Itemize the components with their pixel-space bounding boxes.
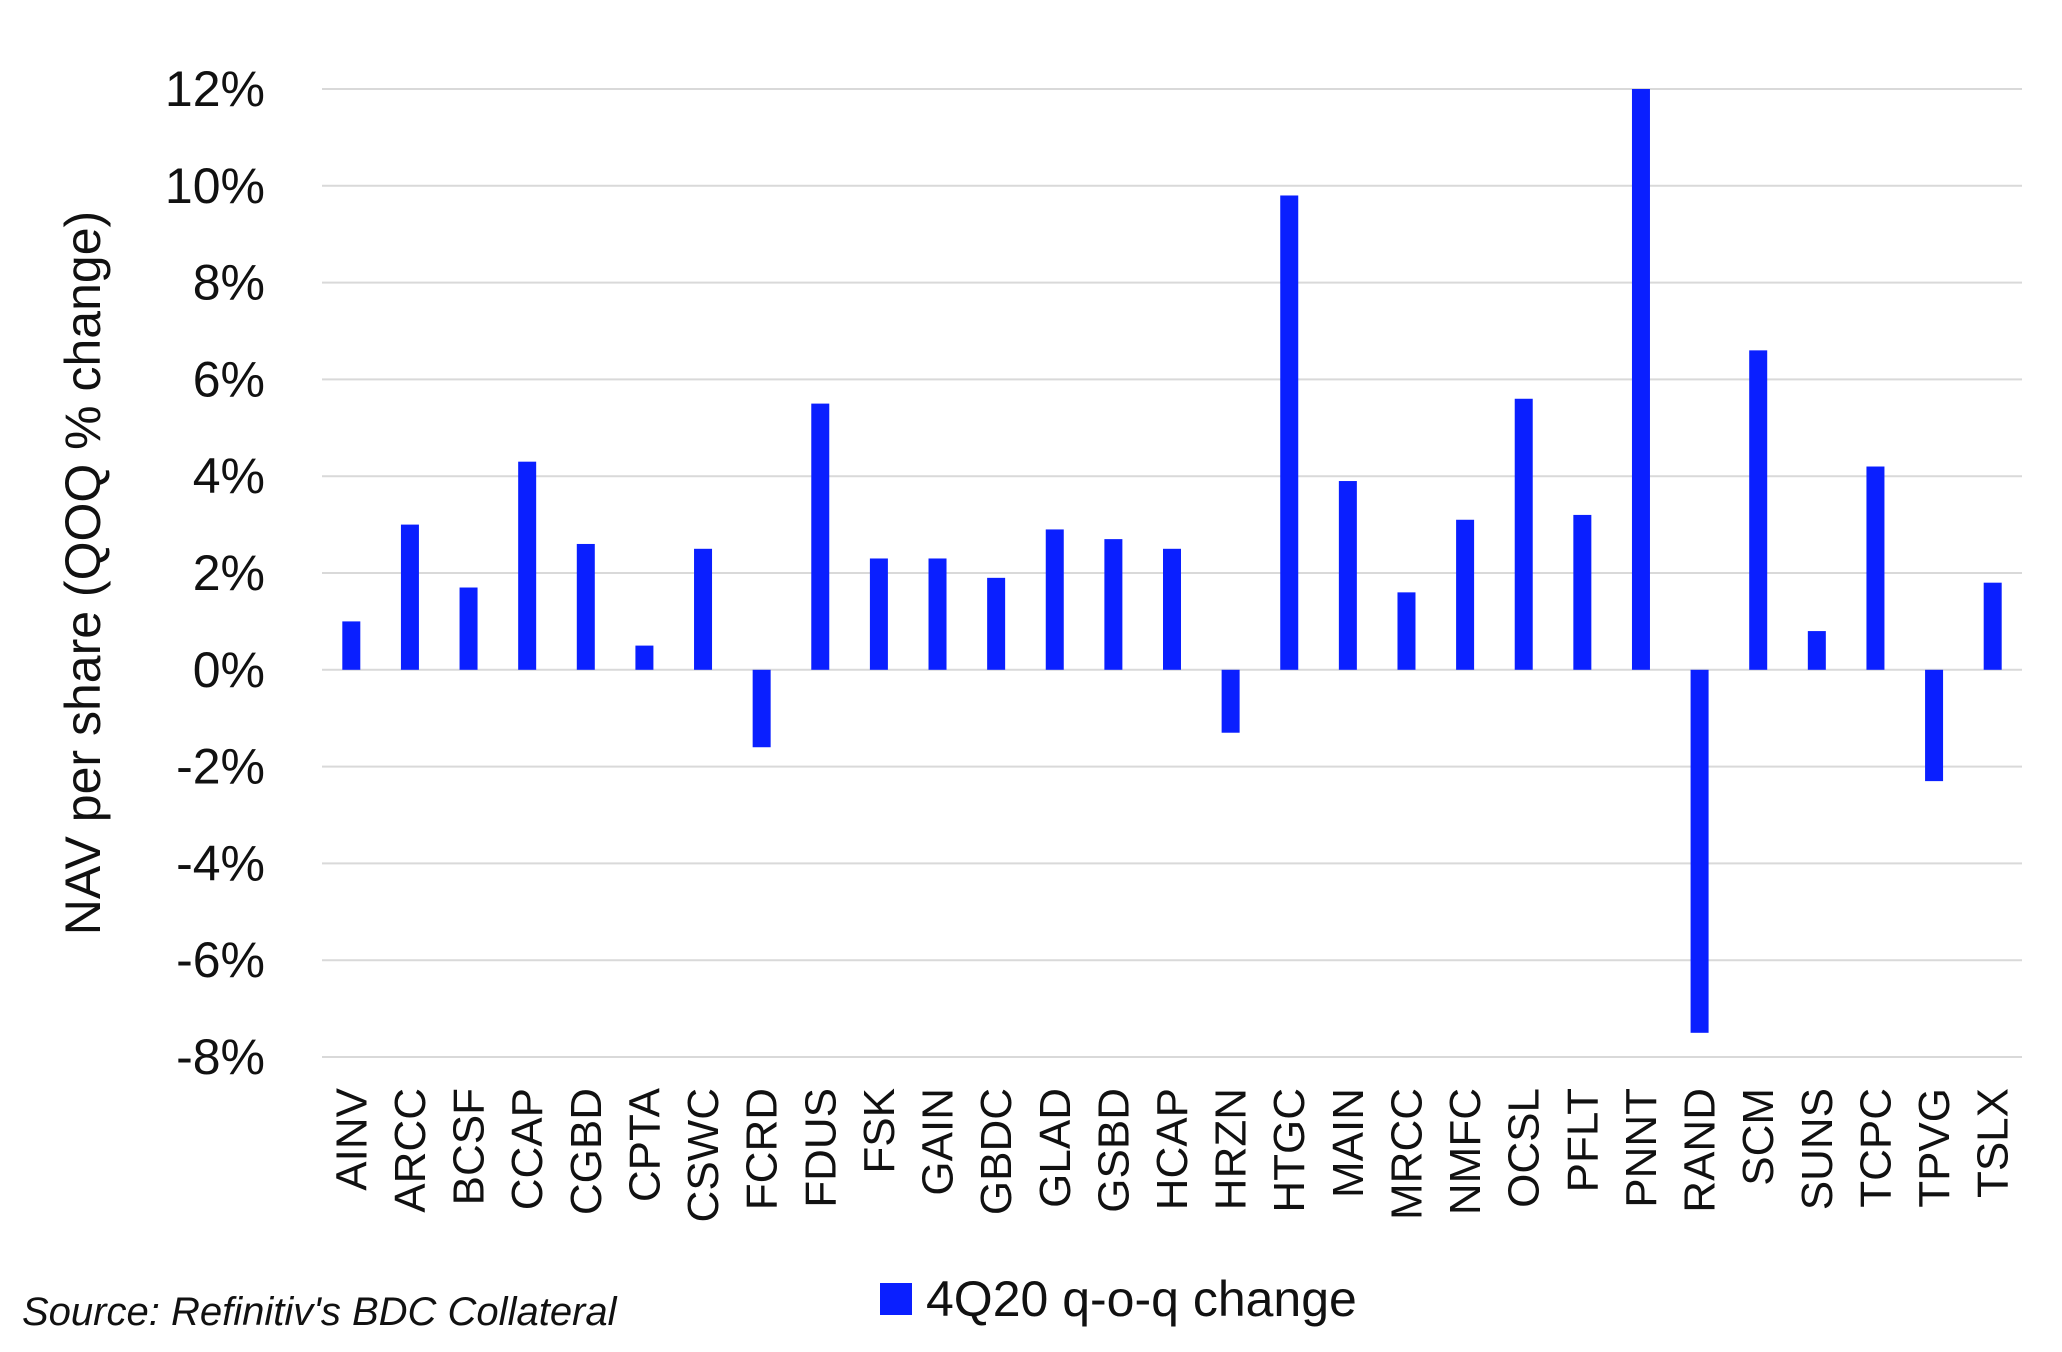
x-tick-label: GAIN	[914, 1088, 963, 1196]
legend-label: 4Q20 q-o-q change	[926, 1271, 1357, 1327]
y-tick-label: 4%	[193, 448, 265, 504]
x-tick-label: SUNS	[1793, 1088, 1842, 1210]
y-axis-title: NAV per share (QOQ % change)	[55, 211, 111, 935]
x-tick-label: CSWC	[679, 1088, 728, 1222]
y-tick-label: 2%	[193, 545, 265, 601]
bar-mrcc	[1397, 592, 1416, 670]
bar-main	[1338, 481, 1357, 670]
x-tick-label: TSLX	[1969, 1088, 2018, 1198]
legend: 4Q20 q-o-q change	[880, 1270, 1357, 1328]
y-tick-label: -6%	[176, 932, 265, 988]
bar-ocsl	[1514, 398, 1533, 670]
x-tick-label: TCPC	[1851, 1088, 1900, 1208]
x-tick-label: CPTA	[620, 1087, 669, 1202]
bar-nmfc	[1456, 519, 1475, 670]
x-tick-label: GBDC	[972, 1088, 1021, 1215]
bar-htgc	[1280, 195, 1299, 670]
bar-scm	[1749, 350, 1768, 670]
y-tick-label: 6%	[193, 351, 265, 407]
bar-gbdc	[987, 577, 1006, 670]
bar-cpta	[635, 645, 654, 670]
x-tick-label: NMFC	[1441, 1088, 1490, 1215]
x-tick-label: OCSL	[1500, 1088, 1549, 1208]
x-tick-label: PFLT	[1558, 1088, 1607, 1192]
bar-cgbd	[576, 543, 595, 670]
legend-swatch	[880, 1283, 912, 1315]
y-tick-label: -4%	[176, 835, 265, 891]
bar-fcrd	[752, 669, 771, 748]
x-tick-label: TPVG	[1910, 1088, 1959, 1208]
bar-cswc	[694, 548, 713, 670]
bar-suns	[1807, 631, 1826, 670]
source-note: Source: Refinitiv's BDC Collateral	[22, 1290, 617, 1334]
x-tick-label: MAIN	[1324, 1088, 1373, 1198]
bar-rand	[1690, 669, 1709, 1033]
x-tick-label: GSBD	[1089, 1088, 1138, 1213]
x-tick-label: FCRD	[738, 1088, 787, 1210]
bar-arcc	[400, 524, 419, 670]
bar-ccap	[518, 461, 537, 670]
bar-tslx	[1983, 582, 2002, 670]
bar-hrzn	[1221, 669, 1240, 733]
bar-pnnt	[1631, 89, 1650, 670]
bar-tcpc	[1866, 466, 1885, 670]
y-tick-label: 10%	[165, 158, 265, 214]
bars	[342, 89, 2002, 1033]
bar-ainv	[342, 621, 361, 670]
x-tick-label: PNNT	[1617, 1088, 1666, 1208]
y-tick-label: -2%	[176, 739, 265, 795]
x-tick-label: BCSF	[445, 1088, 494, 1205]
bar-glad	[1045, 529, 1064, 670]
bar-fdus	[811, 403, 830, 670]
y-tick-label: 12%	[165, 61, 265, 117]
bar-pflt	[1573, 514, 1592, 670]
y-tick-label: 8%	[193, 255, 265, 311]
bar-gain	[928, 558, 947, 670]
x-tick-label: RAND	[1676, 1088, 1725, 1213]
x-tick-label: SCM	[1734, 1088, 1783, 1186]
x-tick-label: AINV	[327, 1087, 376, 1190]
x-tick-label: HRZN	[1207, 1088, 1256, 1210]
bar-bcsf	[459, 587, 478, 670]
x-tick-labels: AINV ARCC BCSF CCAP CGBD CPTA CSWC FCRD FDUS FSK G…	[327, 1087, 2017, 1222]
x-tick-label: CGBD	[562, 1088, 611, 1215]
bar-fsk	[869, 558, 888, 670]
x-tick-label: FSK	[855, 1088, 904, 1174]
y-tick-label: -8%	[176, 1029, 265, 1085]
x-tick-label: FDUS	[796, 1088, 845, 1208]
x-tick-label: CCAP	[503, 1088, 552, 1210]
x-tick-label: ARCC	[386, 1088, 435, 1213]
y-tick-labels: -8% -6% -4% -2% 0% 2% 4% 6% 8% 10% 12%	[165, 61, 265, 1085]
x-tick-label: HCAP	[1148, 1088, 1197, 1210]
y-tick-label: 0%	[193, 642, 265, 698]
bar-hcap	[1163, 548, 1181, 670]
bar-gsbd	[1104, 539, 1123, 670]
x-tick-label: GLAD	[1031, 1088, 1080, 1208]
bar-tpvg	[1925, 669, 1944, 782]
x-tick-label: HTGC	[1265, 1088, 1314, 1213]
x-tick-label: MRCC	[1382, 1088, 1431, 1220]
